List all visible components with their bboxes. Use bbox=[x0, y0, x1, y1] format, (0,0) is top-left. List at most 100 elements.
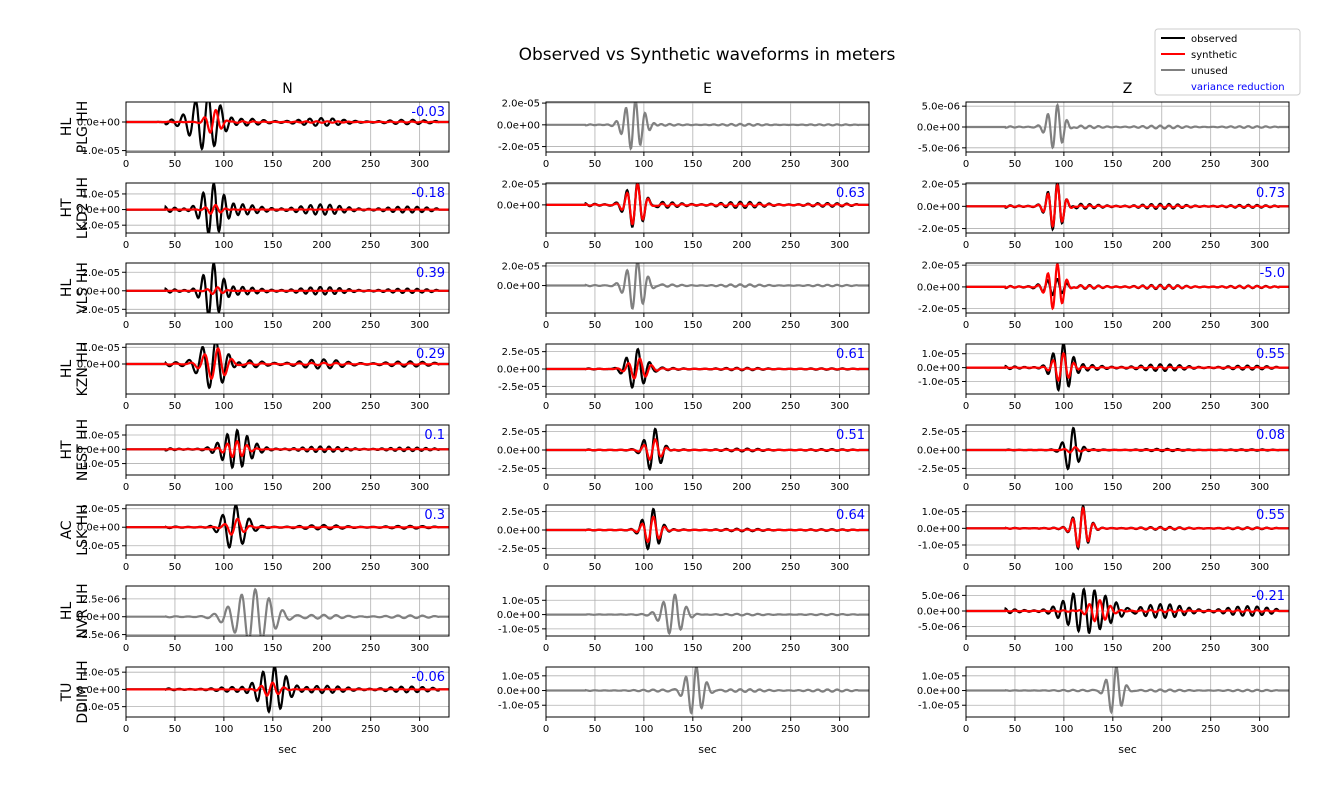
waveform-panel: 0 50 100 150 200 250 300 -2.5e-06 0.0e+00 2.5e-06 bbox=[77, 585, 450, 654]
y-tick-label: 0.0e+00 bbox=[77, 118, 120, 129]
x-tick-label: 50 bbox=[1009, 320, 1022, 331]
y-tick-label: 0.0e+00 bbox=[77, 205, 120, 216]
x-tick-label: 100 bbox=[1054, 401, 1073, 412]
x-tick-label: 200 bbox=[312, 562, 331, 573]
x-tick-label: 200 bbox=[312, 159, 331, 170]
y-tick-label: -1.0e-05 bbox=[918, 701, 960, 712]
panel-frame bbox=[965, 343, 1290, 395]
x-tick-label: 300 bbox=[1250, 724, 1269, 735]
column-title-e: E bbox=[703, 81, 712, 97]
x-axis-label: sec bbox=[278, 743, 297, 756]
x-tick-label: 100 bbox=[214, 159, 233, 170]
x-tick-label: 50 bbox=[1009, 643, 1022, 654]
station-name-label: NEST HH bbox=[75, 419, 91, 481]
y-tick-label: -2.5e-05 bbox=[498, 382, 540, 393]
synthetic-trace bbox=[126, 203, 449, 215]
legend-box bbox=[1154, 28, 1301, 96]
station-label: HL NVR HH bbox=[59, 583, 91, 638]
y-tick-label: 0.0e+00 bbox=[497, 446, 540, 457]
x-tick-label: 200 bbox=[312, 240, 331, 251]
x-tick-label: 250 bbox=[361, 724, 380, 735]
x-tick-label: 150 bbox=[683, 482, 702, 493]
x-tick-label: 300 bbox=[1250, 643, 1269, 654]
x-tick-label: 0 bbox=[963, 643, 969, 654]
x-tick-label: 0 bbox=[123, 562, 129, 573]
x-tick-label: 0 bbox=[963, 159, 969, 170]
x-tick-label: 150 bbox=[683, 401, 702, 412]
x-tick-label: 0 bbox=[123, 401, 129, 412]
x-tick-label: 100 bbox=[634, 240, 653, 251]
waveform-panel: 0 50 100 150 200 250 300 -1.0e-05 0.0e+00 1.0e-05 bbox=[917, 666, 1290, 735]
x-tick-label: 0 bbox=[963, 240, 969, 251]
x-tick-label: 100 bbox=[214, 724, 233, 735]
y-tick-label: 0.0e+00 bbox=[917, 123, 960, 134]
unused-trace bbox=[966, 102, 1289, 150]
synthetic-trace bbox=[126, 517, 449, 536]
panel-frame bbox=[545, 585, 870, 637]
x-tick-label: 250 bbox=[1201, 159, 1220, 170]
x-tick-label: 150 bbox=[1103, 401, 1122, 412]
legend: observed synthetic unused variance reductio… bbox=[1154, 28, 1301, 96]
x-tick-label: 50 bbox=[1009, 401, 1022, 412]
x-tick-label: 200 bbox=[732, 320, 751, 331]
panel-grid: HL PLG HH0 50 100 150 200 250 300-1.0e-050.0e+0… bbox=[59, 99, 1290, 735]
y-tick-label: 1.0e-05 bbox=[502, 596, 540, 607]
x-tick-label: 100 bbox=[634, 159, 653, 170]
variance-reduction-value: 0.3 bbox=[424, 508, 445, 523]
x-tick-label: 300 bbox=[410, 562, 429, 573]
x-tick-label: 100 bbox=[1054, 482, 1073, 493]
station-label: HL KZN HH bbox=[59, 342, 91, 397]
x-tick-label: 100 bbox=[1054, 562, 1073, 573]
y-tick-label: 0.0e+00 bbox=[917, 446, 960, 457]
waveform-panel: 0 50 100 150 200 250 300 -1.0e-05 0.0e+00 1.0e-05… bbox=[77, 182, 450, 251]
x-tick-label: 250 bbox=[361, 401, 380, 412]
x-tick-label: 50 bbox=[1009, 159, 1022, 170]
x-tick-label: 250 bbox=[361, 562, 380, 573]
x-tick-label: 50 bbox=[589, 159, 602, 170]
panel-frame bbox=[965, 504, 1290, 556]
y-tick-label: -1.0e-05 bbox=[918, 541, 960, 552]
y-tick-label: 0.0e+00 bbox=[77, 523, 120, 534]
y-tick-label: -2.5e-06 bbox=[78, 630, 120, 641]
x-tick-label: 0 bbox=[963, 724, 969, 735]
x-tick-label: 100 bbox=[1054, 643, 1073, 654]
x-tick-label: 200 bbox=[1152, 320, 1171, 331]
x-tick-label: 300 bbox=[1250, 159, 1269, 170]
synthetic-trace bbox=[966, 506, 1289, 549]
y-tick-label: 1.0e-05 bbox=[922, 507, 960, 518]
synthetic-trace bbox=[966, 446, 1289, 454]
x-tick-label: 0 bbox=[963, 401, 969, 412]
x-tick-label: 150 bbox=[683, 159, 702, 170]
column-title-z: Z bbox=[1123, 81, 1133, 97]
x-tick-label: 200 bbox=[1152, 482, 1171, 493]
y-tick-label: 2.0e-05 bbox=[82, 504, 120, 515]
x-tick-label: 50 bbox=[169, 240, 182, 251]
y-tick-label: 1.0e-05 bbox=[502, 671, 540, 682]
x-tick-label: 250 bbox=[781, 643, 800, 654]
x-tick-label: 150 bbox=[263, 562, 282, 573]
variance-reduction-value: 0.61 bbox=[836, 347, 865, 362]
y-tick-label: 1.0e-05 bbox=[922, 671, 960, 682]
y-tick-label: 0.0e+00 bbox=[497, 610, 540, 621]
observed-trace bbox=[126, 263, 449, 313]
y-tick-label: 0.0e+00 bbox=[77, 685, 120, 696]
x-tick-label: 250 bbox=[1201, 562, 1220, 573]
x-tick-label: 0 bbox=[543, 401, 549, 412]
y-tick-label: -5.0e-06 bbox=[918, 143, 960, 154]
x-tick-label: 200 bbox=[312, 320, 331, 331]
x-tick-label: 0 bbox=[543, 240, 549, 251]
waveform-panel: 0 50 100 150 200 250 300 0.0e+00 2.0e-05 bbox=[497, 261, 870, 331]
x-tick-label: 200 bbox=[732, 401, 751, 412]
x-tick-label: 300 bbox=[1250, 320, 1269, 331]
x-tick-label: 200 bbox=[1152, 724, 1171, 735]
x-tick-label: 150 bbox=[263, 401, 282, 412]
y-tick-label: 2.0e-05 bbox=[502, 99, 540, 110]
y-tick-label: 5.0e-06 bbox=[922, 102, 960, 113]
y-tick-label: -2.5e-05 bbox=[498, 544, 540, 555]
x-tick-label: 300 bbox=[410, 240, 429, 251]
station-name-label: LSK HH bbox=[75, 504, 91, 555]
station-network-label: HT bbox=[59, 198, 75, 218]
variance-reduction-value: -0.03 bbox=[411, 105, 445, 120]
station-label: TU DDIM HH bbox=[59, 660, 91, 723]
unused-trace bbox=[966, 667, 1289, 715]
